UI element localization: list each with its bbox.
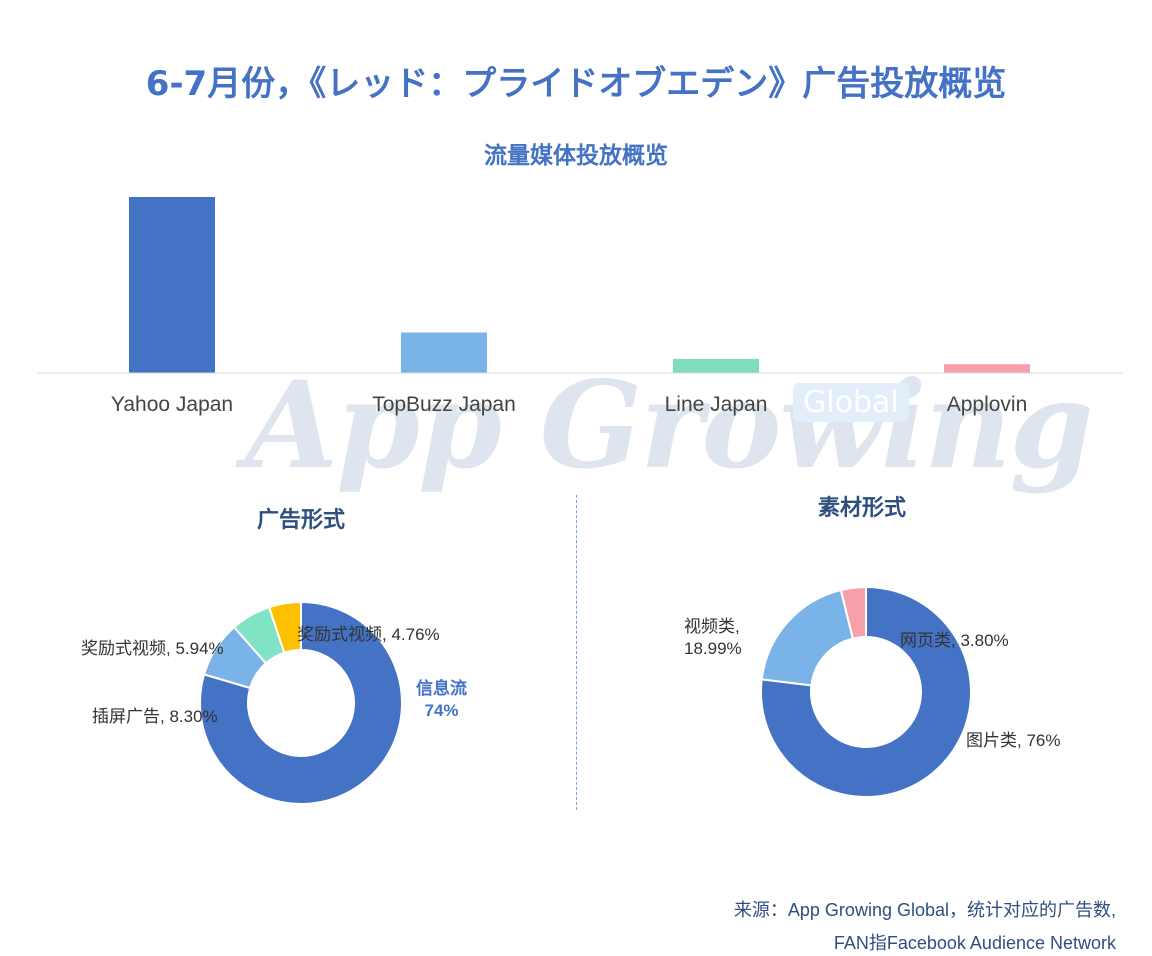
slice-label-image: 图片类, 76% xyxy=(966,731,1061,750)
section-divider xyxy=(576,495,577,810)
material-format-slice-0 xyxy=(760,585,972,798)
slice-label-video: 视频类, 18.99% xyxy=(684,616,742,660)
bar-category-label: Yahoo Japan xyxy=(110,393,234,416)
bar-line-japan xyxy=(673,358,759,373)
slice-label-web: 网页类, 3.80% xyxy=(900,631,1009,650)
source-line-2: FAN指Facebook Audience Network xyxy=(833,933,1116,953)
material-format-slice-1 xyxy=(760,588,855,687)
bar-category-label: Line Japan xyxy=(664,393,768,416)
ad-format-slice-3 xyxy=(267,600,302,654)
ad-format-slice-0 xyxy=(199,600,403,805)
bar-category-label: Applovin xyxy=(946,393,1028,416)
bar-yahoo-japan xyxy=(129,197,215,373)
slice-label-video-name: 视频类, xyxy=(684,617,740,636)
slice-label-feed: 信息流 74% xyxy=(416,678,467,722)
bar-chart-title: 流量媒体投放概览 xyxy=(484,143,668,169)
material-format-title: 素材形式 xyxy=(817,496,907,521)
bar-category-label: TopBuzz Japan xyxy=(372,393,516,416)
slice-label-interstitial: 插屏广告, 8.30% xyxy=(92,707,218,726)
source-line-1: 来源：App Growing Global，统计对应的广告数, xyxy=(733,900,1116,920)
material-format-slice-2 xyxy=(839,585,867,640)
slice-label-rewarded-a: 奖励式视频, 5.94% xyxy=(81,639,224,658)
slice-label-feed-value: 74% xyxy=(424,701,459,720)
slice-label-feed-name: 信息流 xyxy=(416,679,467,698)
slice-label-rewarded-b: 奖励式视频, 4.76% xyxy=(297,625,440,644)
slice-label-video-value: 18.99% xyxy=(684,639,742,658)
bar-applovin xyxy=(944,364,1030,373)
main-title: 6-7月份，《レッド：プライドオブエデン》广告投放概览 xyxy=(145,64,1007,104)
ad-format-title: 广告形式 xyxy=(256,508,346,533)
bar-topbuzz-japan xyxy=(401,332,487,373)
